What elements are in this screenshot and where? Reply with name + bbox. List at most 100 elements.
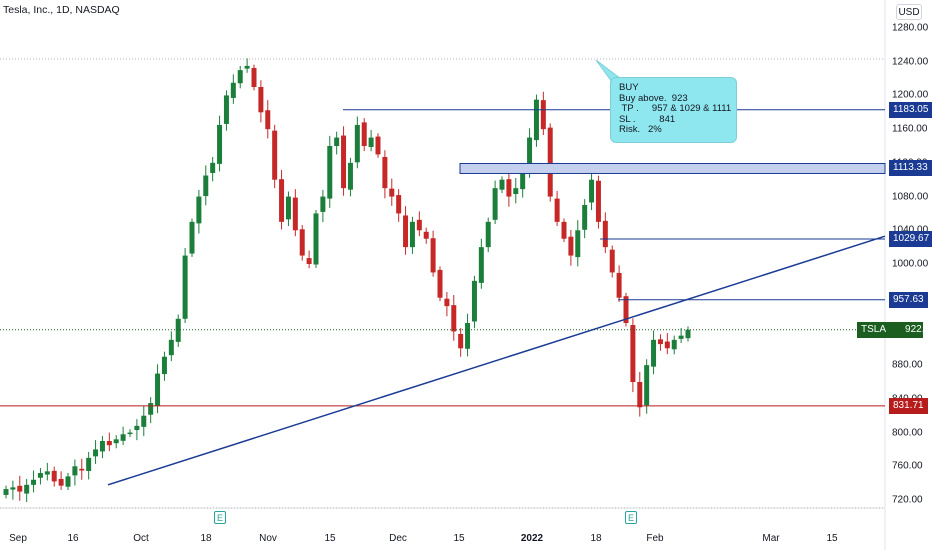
candle-body [120, 434, 126, 441]
last-price-symbol: TSLA [861, 323, 886, 335]
candle-body [168, 339, 174, 356]
candle-body [272, 130, 278, 180]
price-tick-label: 760.00 [892, 460, 923, 472]
candle-body [651, 339, 657, 367]
candle-body [244, 65, 250, 69]
candle-body [664, 341, 670, 349]
candle-body [175, 318, 181, 342]
candle-body [347, 162, 353, 190]
candle-body [24, 484, 30, 494]
last-price-tag: TSLA 922.00 [857, 321, 932, 338]
candle-body [458, 333, 464, 349]
price-level-tag: 831.71 [889, 397, 928, 414]
candle-body [561, 221, 567, 239]
earnings-icon[interactable]: E [625, 511, 637, 524]
candle-body [203, 175, 209, 197]
candle-body [86, 457, 92, 472]
candle-body [513, 188, 519, 195]
price-tick-label: 1000.00 [892, 258, 929, 270]
candle-body [127, 432, 133, 435]
candle-body [396, 195, 402, 214]
candle-body [554, 198, 560, 222]
gridlines [0, 0, 886, 550]
candle-body [533, 99, 539, 141]
price-tick-label: 720.00 [892, 494, 923, 506]
candle-body [3, 489, 9, 495]
candle-body [354, 124, 360, 163]
candle-body [416, 219, 422, 231]
note-line: SL . 841 [619, 113, 676, 125]
candle-body [79, 468, 85, 471]
candle-body [409, 221, 415, 248]
candle-body [375, 136, 381, 155]
candle-body [520, 171, 526, 190]
candle-body [623, 296, 629, 323]
candle-body [361, 122, 367, 146]
candle-body [306, 258, 312, 264]
candle-body [685, 329, 691, 339]
candlestick-series [3, 58, 691, 503]
candle-body [644, 365, 650, 406]
time-tick-label: Mar [762, 533, 780, 544]
candle-body [37, 473, 43, 478]
candle-body [657, 339, 663, 345]
candle-body [141, 415, 147, 427]
candle-body [51, 470, 57, 482]
price-level-tag: 1113.33 [889, 160, 932, 177]
currency-button[interactable]: USD [896, 4, 922, 20]
price-tick-label: 800.00 [892, 427, 923, 439]
candle-body [155, 373, 161, 406]
candle-body [17, 485, 23, 492]
candle-body [161, 356, 167, 375]
candle-body [389, 188, 395, 197]
candle-body [320, 196, 326, 212]
candle-body [334, 137, 340, 146]
candle-body [113, 439, 119, 444]
candle-body [444, 298, 450, 307]
candle-body [527, 137, 533, 171]
time-tick-label: Sep [9, 533, 27, 544]
candle-body [258, 87, 264, 113]
last-price-value: 922.00 [905, 323, 932, 335]
time-tick-label: 2022 [520, 533, 544, 544]
candle-body [292, 197, 298, 231]
candle-body [134, 425, 140, 431]
candle-body [637, 382, 643, 408]
candle-body [237, 70, 243, 84]
candle-body [478, 247, 484, 283]
price-tick-label: 880.00 [892, 359, 923, 371]
earnings-icon[interactable]: E [214, 511, 226, 524]
trade-note[interactable]: BUY Buy above. 923 TP . 957 & 1029 & 111… [610, 77, 737, 143]
candle-body [106, 441, 112, 446]
time-tick-label: Oct [133, 533, 149, 544]
price-tick-label: 1040.00 [892, 225, 928, 236]
candle-body [589, 179, 595, 203]
candle-body [189, 221, 195, 254]
candle-body [595, 180, 601, 222]
candle-body [423, 231, 429, 239]
candle-body [93, 449, 99, 457]
candle-body [285, 196, 291, 220]
note-line: Risk. 2% [619, 124, 662, 135]
candle-body [499, 179, 505, 190]
candle-body [44, 471, 50, 475]
price-zone [459, 162, 886, 174]
time-tick-label: 15 [324, 533, 336, 544]
price-tick-label: 1160.00 [892, 123, 928, 135]
candle-body [671, 339, 677, 350]
price-level-tag: 957.63 [889, 291, 928, 308]
candle-body [575, 230, 581, 258]
candle-body [148, 403, 154, 415]
candle-body [251, 67, 257, 87]
candle-body [678, 335, 684, 339]
price-tick-label: 1200.00 [892, 89, 929, 101]
note-line: TP . 957 & 1029 & 1111 [619, 103, 732, 114]
trend-line [107, 235, 886, 486]
candle-body [265, 110, 271, 130]
candle-body [313, 213, 319, 265]
candle-body [403, 215, 409, 248]
price-tick-label: 1280.00 [892, 22, 929, 34]
candle-body [99, 441, 105, 452]
time-tick-label: Feb [646, 533, 664, 544]
